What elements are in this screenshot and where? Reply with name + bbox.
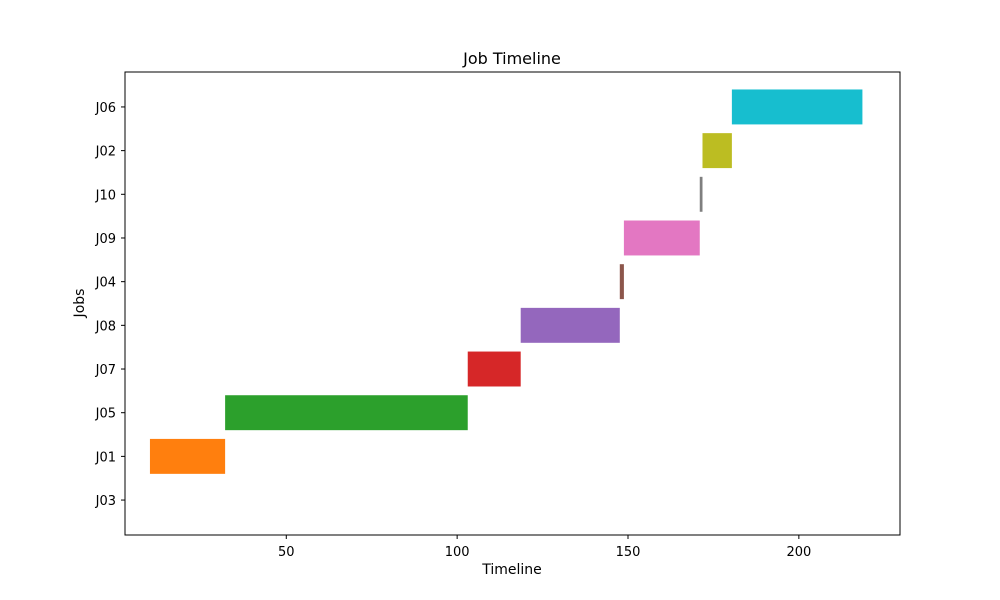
plot-frame	[124, 71, 901, 536]
x-tick-label: 50	[278, 545, 295, 560]
y-tick-label: J02	[95, 145, 116, 160]
chart-title: Job Timeline	[462, 49, 561, 68]
y-tick-label: J09	[95, 232, 116, 247]
y-tick-label: J05	[95, 407, 116, 422]
x-tick-label: 150	[616, 545, 641, 560]
bar-j04	[619, 264, 624, 300]
y-tick-label: J04	[95, 276, 116, 291]
y-axis-ticks: J03 J01 J05 J07 J08 J04 J09 J10 J02 J06	[95, 101, 125, 509]
bar-j10	[699, 176, 703, 212]
x-tick-label: 200	[786, 545, 811, 560]
x-axis-ticks: 50 100 150 200	[278, 535, 811, 560]
y-tick-label: J08	[95, 319, 116, 334]
bar-j08	[520, 307, 620, 343]
y-axis-label: Jobs	[72, 289, 88, 319]
y-tick-label: J10	[95, 188, 116, 203]
y-tick-label: J07	[95, 363, 116, 378]
x-axis-label: Timeline	[481, 562, 542, 578]
bar-j05	[225, 395, 468, 431]
bars-group	[149, 89, 863, 474]
bar-j07	[467, 351, 521, 387]
bar-j01	[149, 438, 226, 474]
bar-j09	[623, 220, 700, 256]
y-tick-label: J01	[95, 450, 116, 465]
x-tick-label: 100	[445, 545, 470, 560]
bar-j06	[731, 89, 863, 125]
y-tick-label: J03	[95, 494, 116, 509]
bar-j02	[702, 133, 732, 169]
y-tick-label: J06	[95, 101, 116, 116]
